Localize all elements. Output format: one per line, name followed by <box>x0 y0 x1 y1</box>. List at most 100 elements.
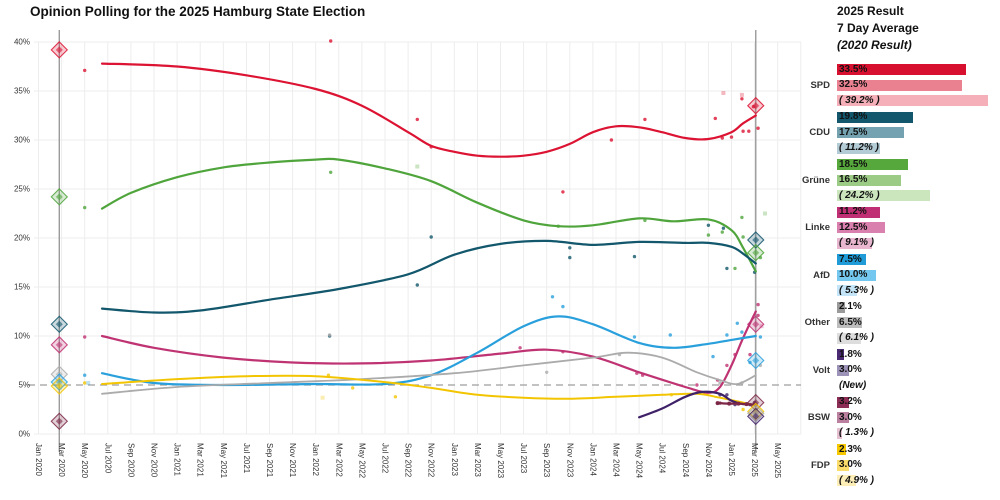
result-row-Grüne: 18.5% <box>837 157 1000 173</box>
legend-header-average: 7 Day Average <box>837 21 919 35</box>
party-label-SPD: SPD <box>810 79 830 91</box>
trend-line-Linke <box>100 310 757 394</box>
trend-line-Other <box>101 351 757 395</box>
poll-dot-CDU <box>429 235 433 239</box>
previous-value-CDU: ( 11.2% ) <box>839 142 879 153</box>
previous-value-BSW: ( 1.3% ) <box>839 427 875 438</box>
trend-marker-BSW <box>715 401 720 406</box>
trend-line-Grüne <box>100 157 757 273</box>
x-axis-label: Sep 2023 <box>542 443 551 478</box>
average-row-Linke: 12.5% <box>837 220 1000 236</box>
previous-row-Other: ( 6.1% ) <box>837 331 1000 347</box>
average-row-AfD: 10.0% <box>837 268 1000 284</box>
result-row-CDU: 19.8% <box>837 110 1000 126</box>
result-bar-Other <box>837 301 846 313</box>
x-axis-label: Sep 2020 <box>126 443 135 478</box>
result-bar-SPD <box>837 64 966 75</box>
trend-marker-BSW <box>736 401 741 406</box>
x-axis-label: Jul 2024 <box>658 443 667 474</box>
poll-dot-Grüne <box>740 215 744 220</box>
previous-value-Grüne: ( 24.2% ) <box>839 189 880 201</box>
average-row-FDP: 3.0% <box>837 458 1000 474</box>
y-axis-label: 0% <box>18 430 30 439</box>
party-label-CDU: CDU <box>809 127 830 139</box>
poll-dot-AfD <box>668 333 672 337</box>
x-axis-label: May 2025 <box>773 443 782 479</box>
y-axis-label: 30% <box>14 136 30 145</box>
result-2025-diamond-Grüne-inner <box>752 249 760 257</box>
average-value-Linke: 12.5% <box>839 221 868 233</box>
result-value-AfD: 7.5% <box>839 253 862 265</box>
poll-dot-Linke <box>725 363 729 368</box>
previous-bar-BSW <box>837 427 842 439</box>
previous-value-Other: ( 6.1% ) <box>839 332 875 343</box>
legend-group-Grüne: Grüne 18.5% 16.5% ( 24.2% ) <box>778 157 1000 204</box>
previous-bar-Linke <box>837 237 872 249</box>
x-axis-label: May 2021 <box>219 443 228 479</box>
poll-dot-SPD <box>561 190 565 194</box>
previous-row-Linke: ( 9.1% ) <box>837 236 1000 252</box>
average-bar-Other <box>837 317 862 328</box>
result-2020-diamond-Linke-inner <box>55 341 63 349</box>
average-value-AfD: 10.0% <box>839 269 868 280</box>
average-row-Grüne: 16.5% <box>837 173 1000 189</box>
average-bar-AfD <box>837 269 876 281</box>
trend-line-FDP <box>101 374 757 407</box>
party-bars-CDU: 19.8% 17.5% ( 11.2% ) <box>837 110 1000 157</box>
previous-value-AfD: ( 5.3% ) <box>839 284 875 296</box>
poll-dot-Linke <box>748 352 752 357</box>
poll-dot-Grüne <box>733 266 737 271</box>
poll-dot-Grüne <box>741 235 745 239</box>
average-bar-Linke <box>837 222 886 233</box>
result-2020-diamond-CDU-inner <box>55 320 63 328</box>
result-value-CDU: 19.8% <box>839 111 868 122</box>
x-axis-label: Jul 2022 <box>381 443 390 474</box>
result-2020-diamond-FDP-inner <box>55 382 63 390</box>
trend-line-CDU <box>100 239 757 314</box>
average-row-Other: 6.5% <box>837 315 1000 331</box>
faded-poll-Grüne <box>763 211 767 216</box>
previous-value-SPD: ( 39.2% ) <box>839 94 880 106</box>
trend-marker-BSW <box>727 401 732 406</box>
legend-header: 2025 Result 7 Day Average (2020 Result) <box>837 3 1000 54</box>
x-axis-label: Mar 2025 <box>750 443 759 477</box>
result-value-BSW: 3.2% <box>839 396 862 407</box>
result-value-Grüne: 18.5% <box>839 158 868 170</box>
x-axis-label: Jan 2023 <box>450 443 459 476</box>
average-value-Volt: 3.0% <box>839 364 862 375</box>
poll-dot-SPD <box>756 126 760 130</box>
poll-dot-Other <box>545 370 549 374</box>
poll-dot-AfD <box>550 295 555 299</box>
legend-group-AfD: AfD 7.5% 10.0% ( 5.3% ) <box>778 252 1000 299</box>
party-bars-Linke: 11.2% 12.5% ( 9.1% ) <box>837 205 1000 252</box>
result-row-FDP: 2.3% <box>837 442 1000 458</box>
average-row-SPD: 32.5% <box>837 78 1000 94</box>
x-axis-label: Mar 2023 <box>473 443 482 477</box>
party-bars-Volt: 1.8% 3.0% (New) <box>837 347 1000 394</box>
x-axis-label: Mar 2022 <box>334 443 343 477</box>
x-axis-label: Nov 2024 <box>704 443 713 478</box>
x-axis-label: Nov 2022 <box>427 443 436 478</box>
previous-value-Linke: ( 9.1% ) <box>839 237 875 248</box>
previous-row-Volt: (New) <box>837 378 1000 394</box>
party-label-AfD: AfD <box>813 269 830 281</box>
x-axis-label: May 2023 <box>496 443 505 479</box>
previous-bar-FDP <box>837 475 856 486</box>
poll-dot-Linke <box>83 335 87 339</box>
faded-poll-Grüne <box>415 164 420 169</box>
average-row-BSW: 3.0% <box>837 410 1000 426</box>
poll-dot-AfD <box>632 335 637 339</box>
previous-row-FDP: ( 4.9% ) <box>837 473 1000 489</box>
poll-dot-FDP <box>741 407 745 412</box>
result-row-Linke: 11.2% <box>837 205 1000 221</box>
poll-dot-Linke <box>695 383 699 387</box>
x-axis-label: Nov 2023 <box>565 443 574 478</box>
legend-group-SPD: SPD 33.5% 32.5% ( 39.2% ) <box>778 62 1000 109</box>
average-bar-SPD <box>837 79 963 91</box>
legend-groups: SPD 33.5% 32.5% ( 39.2% ) CDU 19.8% 17.5% ( 11.… <box>778 62 1000 489</box>
result-bar-Grüne <box>837 159 909 170</box>
poll-dot-FDP <box>83 381 87 385</box>
party-label-Linke: Linke <box>805 222 830 234</box>
result-row-AfD: 7.5% <box>837 252 1000 268</box>
